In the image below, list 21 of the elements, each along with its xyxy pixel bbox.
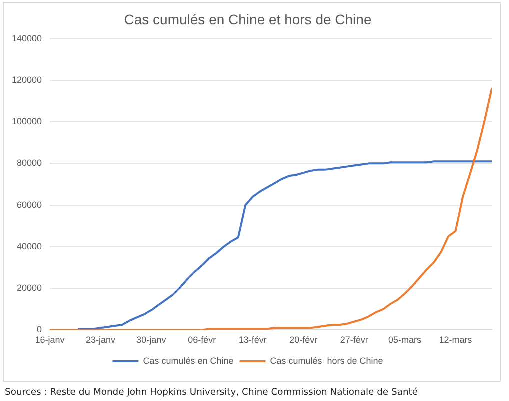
x-tick-label: 13-févr xyxy=(238,335,267,346)
legend-label: Cas cumulés hors de Chine xyxy=(270,356,384,366)
y-tick-label: 120000 xyxy=(12,74,42,85)
x-tick-label: 27-févr xyxy=(340,335,368,346)
x-tick-label: 05-mars xyxy=(388,335,422,346)
y-tick-label: 20000 xyxy=(16,283,42,294)
x-tick-label: 12-mars xyxy=(439,335,473,346)
y-tick-label: 0 xyxy=(36,324,42,335)
x-tick-label: 23-janv xyxy=(86,335,116,346)
legend-label: Cas cumulés en Chine xyxy=(143,356,234,366)
x-tick-label: 20-févr xyxy=(290,335,318,346)
x-tick-label: 06-févr xyxy=(188,335,216,346)
y-tick-label: 140000 xyxy=(12,33,42,44)
chart-title: Cas cumulés en Chine et hors de Chine xyxy=(124,11,372,28)
y-tick-label: 60000 xyxy=(16,200,42,210)
source-note: Sources : Reste du Monde John Hopkins University, Chine Commission Nationale de Santé xyxy=(5,387,418,398)
x-tick-label: 16-janv xyxy=(35,335,66,346)
y-tick-label: 100000 xyxy=(12,116,42,127)
x-tick-label: 30-janv xyxy=(136,335,167,346)
y-tick-label: 40000 xyxy=(16,241,42,252)
y-tick-label: 80000 xyxy=(16,158,42,168)
